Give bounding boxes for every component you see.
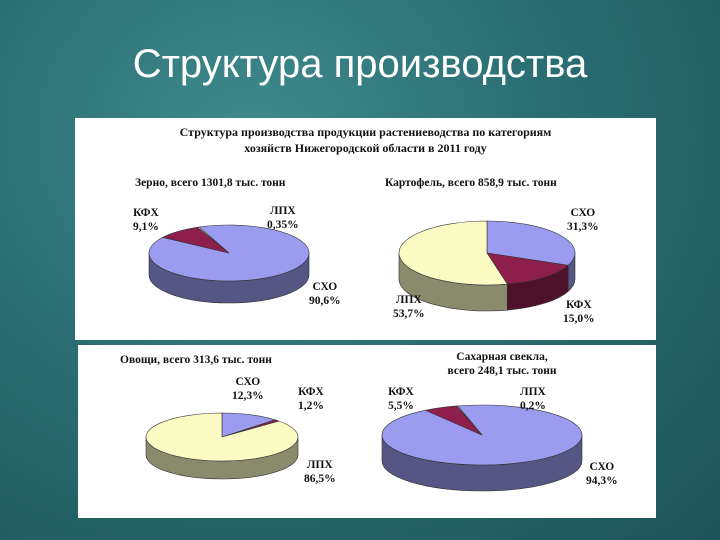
potato-lph-name: ЛПХ [395, 294, 422, 306]
vegetables-sho-label: СХО 12,3% [232, 375, 264, 403]
figure-panel-bottom: Овощи, всего 313,6 тыс. тонн СХО 12,3% К… [78, 345, 656, 518]
potato-kfh-value: 15,0% [563, 313, 595, 325]
grain-sho-label: СХО 90,6% [309, 280, 341, 308]
pie-slice-КФХ [486, 252, 569, 285]
potato-sho-value: 31,3% [567, 221, 599, 233]
grain-sho-value: 90,6% [309, 295, 341, 307]
vegetables-sho-value: 12,3% [232, 390, 264, 402]
slide-title: Структура производства [132, 42, 588, 86]
vegetables-lph-name: ЛПХ [306, 459, 333, 471]
sugar-beet-title-line-2: всего 248,1 тыс. тонн [447, 365, 557, 377]
sugar-beet-kfh-name: КФХ [388, 386, 414, 398]
sugar-beet-title-line-1: Сахарная свекла, [456, 351, 548, 363]
grain-chart-title: Зерно, всего 1301,8 тыс. тонн [135, 177, 286, 189]
potato-pie-chart [398, 220, 576, 312]
vegetables-kfh-name: КФХ [298, 386, 324, 398]
potato-lph-value: 53,7% [393, 308, 425, 320]
sugar-beet-chart-title: Сахарная свекла, всего 248,1 тыс. тонн [432, 350, 572, 378]
grain-kfh-label: КФХ 9,1% [133, 206, 159, 234]
vegetables-lph-value: 86,5% [304, 473, 336, 485]
sugar-beet-sho-label: СХО 94,3% [586, 460, 618, 488]
potato-lph-label: ЛПХ 53,7% [393, 293, 425, 321]
vegetables-lph-label: ЛПХ 86,5% [304, 458, 336, 486]
sugar-beet-kfh-value: 5,5% [388, 400, 414, 412]
sugar-beet-sho-value: 94,3% [586, 475, 618, 487]
vegetables-kfh-label: КФХ 1,2% [298, 385, 324, 413]
potato-sho-name: СХО [570, 207, 596, 219]
pie-slice-СХО [486, 220, 576, 266]
sugar-beet-lph-value: 0,2% [520, 400, 546, 412]
pie-slice-ЛПХ [145, 412, 299, 462]
vegetables-chart-title: Овощи, всего 313,6 тыс. тонн [120, 354, 272, 366]
potato-chart-title: Картофель, всего 858,9 тыс. тонн [385, 177, 557, 189]
grain-lph-name: ЛПХ [269, 205, 296, 217]
vegetables-kfh-value: 1,2% [298, 400, 324, 412]
potato-sho-label: СХО 31,3% [567, 206, 599, 234]
potato-kfh-label: КФХ 15,0% [563, 298, 595, 326]
grain-lph-value: 0,35% [267, 219, 299, 231]
sugar-beet-lph-name: ЛПХ [520, 386, 546, 398]
grain-kfh-value: 9,1% [133, 221, 159, 233]
grain-pie-chart [148, 224, 310, 304]
grain-kfh-name: КФХ [133, 207, 159, 219]
pie-slice-СХО [221, 412, 277, 438]
figure-title-line-2: хозяйств Нижегородской области в 2011 го… [244, 141, 487, 155]
sugar-beet-kfh-label: КФХ 5,5% [388, 385, 414, 413]
figure-panel-top: Структура производства продукции растени… [75, 118, 656, 340]
pie-slice-ЛПХ [455, 405, 483, 436]
sugar-beet-sho-name: СХО [589, 461, 615, 473]
figure-title-line-1: Структура производства продукции растени… [179, 125, 552, 139]
grain-lph-label: ЛПХ 0,35% [267, 204, 299, 232]
sugar-beet-pie-chart [381, 404, 583, 492]
pie-slice-ЛПХ [196, 226, 230, 254]
vegetables-sho-name: СХО [235, 376, 261, 388]
vegetables-pie-chart [145, 412, 299, 480]
potato-kfh-name: КФХ [565, 299, 592, 311]
pie-slice-ЛПХ [398, 220, 508, 286]
grain-sho-name: СХО [312, 281, 338, 293]
sugar-beet-lph-label: ЛПХ 0,2% [520, 385, 546, 413]
